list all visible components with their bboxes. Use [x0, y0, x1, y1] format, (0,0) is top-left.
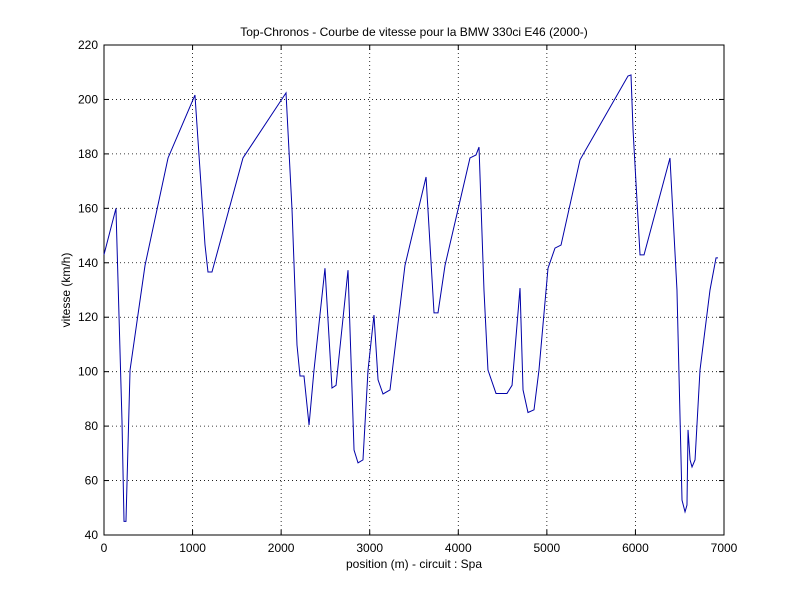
y-tick-label: 140 — [78, 256, 98, 270]
x-tick-label: 3000 — [356, 541, 383, 555]
x-tick-label: 0 — [101, 541, 108, 555]
x-tick-label: 1000 — [179, 541, 206, 555]
x-tick-label: 4000 — [445, 541, 472, 555]
plot-area — [104, 45, 724, 535]
x-tick-label: 7000 — [711, 541, 738, 555]
y-tick-label: 60 — [85, 474, 99, 488]
speed-line — [103, 74, 718, 522]
y-tick-label: 120 — [78, 310, 98, 324]
x-tick-label: 6000 — [622, 541, 649, 555]
y-tick-label: 220 — [78, 38, 98, 52]
y-tick-label: 200 — [78, 92, 98, 106]
y-tick-label: 40 — [85, 528, 99, 542]
y-tick-label: 180 — [78, 147, 98, 161]
x-tick-label: 5000 — [534, 541, 561, 555]
axes-box — [103, 44, 725, 536]
y-tick-label: 100 — [78, 365, 98, 379]
y-tick-label: 80 — [85, 419, 99, 433]
x-tick-label: 2000 — [268, 541, 295, 555]
y-axis-label: vitesse (km/h) — [59, 253, 73, 328]
y-tick-label: 160 — [78, 201, 98, 215]
x-axis-label: position (m) - circuit : Spa — [346, 557, 482, 571]
chart-title: Top-Chronos - Courbe de vitesse pour la … — [240, 25, 588, 39]
